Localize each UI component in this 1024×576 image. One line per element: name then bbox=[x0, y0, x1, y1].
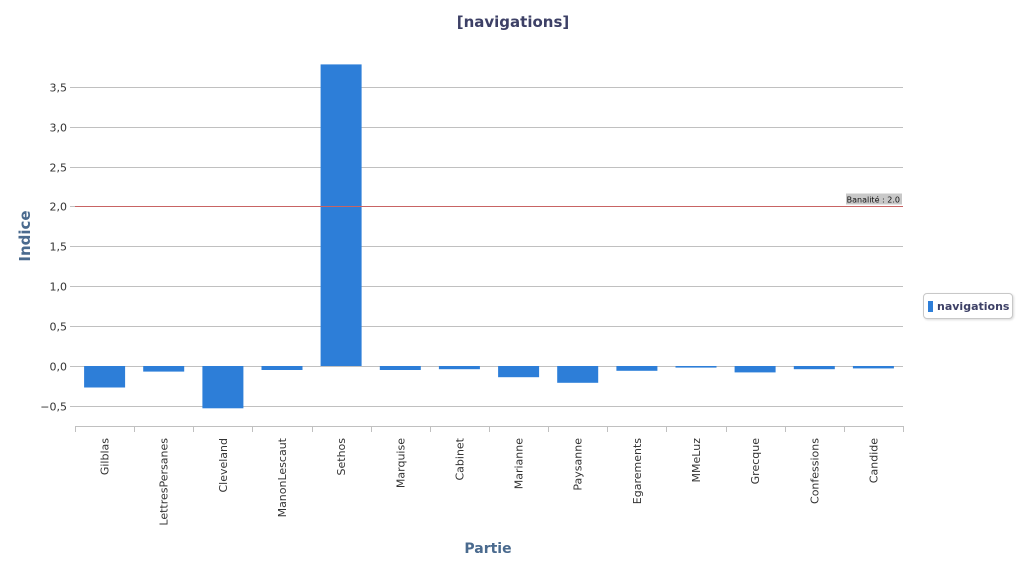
x-axis-title-text: Partie bbox=[464, 541, 512, 557]
y-tick-label: 2,5 bbox=[50, 162, 68, 175]
x-tick-label: Sethos bbox=[335, 438, 348, 476]
reference-label: Banalité : 2.0 bbox=[847, 195, 900, 205]
y-tick-label: 1,5 bbox=[50, 241, 68, 254]
x-tick-label: MMeLuz bbox=[690, 438, 703, 483]
bar-marquise bbox=[379, 366, 421, 370]
x-tick-label: Gilblas bbox=[99, 438, 112, 475]
bar-grecque bbox=[734, 366, 776, 373]
legend-bar-swatch-icon bbox=[928, 300, 933, 312]
x-tick-label: Confessions bbox=[808, 438, 821, 504]
bar-cleveland bbox=[202, 366, 244, 409]
x-tick-label: LettresPersanes bbox=[158, 438, 171, 526]
x-tick-label: Cabinet bbox=[453, 437, 466, 480]
bar-manonlescaut bbox=[261, 366, 303, 370]
y-tick-label: 0,5 bbox=[50, 321, 68, 334]
y-tick-label: −0,5 bbox=[40, 401, 67, 414]
legend[interactable]: navigations bbox=[923, 293, 1013, 319]
x-tick-label: Candide bbox=[867, 438, 880, 483]
y-tick-label: 1,0 bbox=[50, 281, 68, 294]
bar-lettrespersanes bbox=[143, 366, 185, 372]
x-tick-label: Marquise bbox=[394, 438, 407, 488]
x-tick-label: Grecque bbox=[749, 438, 762, 485]
y-tick-label: 0,0 bbox=[50, 361, 68, 374]
chart-title: [navigations] bbox=[456, 13, 570, 31]
bar-mmeluz bbox=[675, 366, 717, 368]
bar-confessions bbox=[793, 366, 835, 370]
bar-sethos bbox=[320, 64, 362, 367]
reference-label-bg bbox=[846, 193, 902, 205]
bar-marianne bbox=[498, 366, 540, 378]
y-tick-label: 3,5 bbox=[50, 82, 68, 95]
bar-paysanne bbox=[557, 366, 599, 383]
x-tick-label: Marianne bbox=[513, 438, 526, 489]
x-tick-label: Cleveland bbox=[217, 438, 230, 493]
bar-egarements bbox=[616, 366, 658, 371]
legend-label: navigations bbox=[937, 299, 1010, 313]
x-tick-label: Paysanne bbox=[572, 438, 585, 491]
y-tick-label: 2,0 bbox=[50, 201, 68, 214]
bar-gilblas bbox=[84, 366, 126, 388]
y-tick-label: 3,0 bbox=[50, 122, 68, 135]
bar-cabinet bbox=[438, 366, 480, 370]
x-tick-label: Egarements bbox=[631, 438, 644, 504]
x-tick-label: ManonLescaut bbox=[276, 437, 289, 517]
bar-candide bbox=[852, 366, 894, 369]
